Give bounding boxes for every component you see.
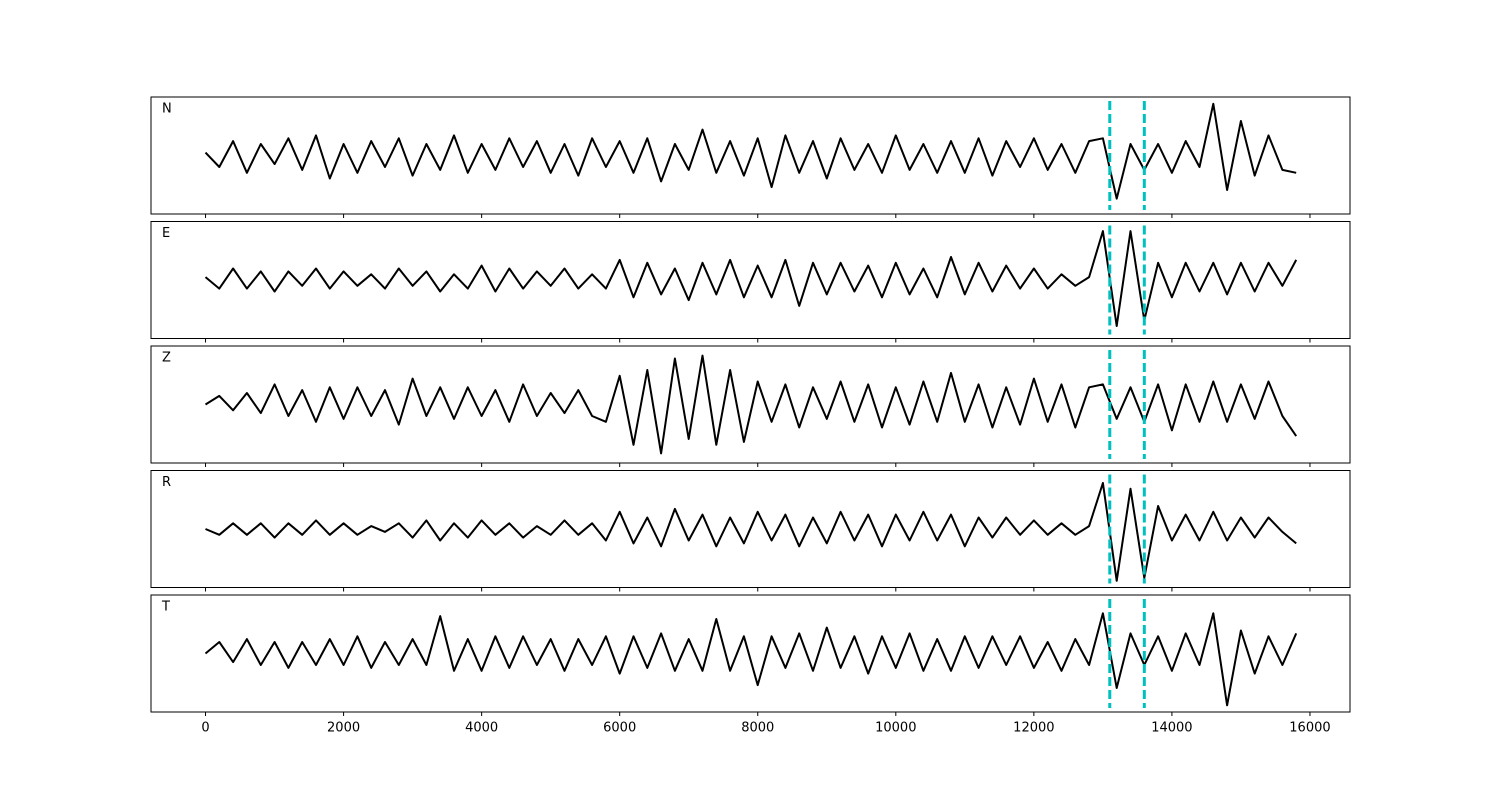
x-tick-label: 16000	[1289, 721, 1330, 736]
panel-frame	[150, 221, 1351, 339]
panel-label: R	[162, 475, 171, 490]
x-tick-label: 4000	[465, 721, 498, 736]
panel-label: E	[162, 226, 170, 241]
panel-frame	[150, 470, 1351, 588]
trace	[204, 612, 1298, 707]
x-tick-label: 12000	[1013, 721, 1054, 736]
x-tick-label: 8000	[741, 721, 774, 736]
panel-label: Z	[162, 351, 171, 366]
x-tick-label: 6000	[603, 721, 636, 736]
trace	[204, 354, 1298, 455]
trace	[204, 230, 1298, 327]
x-tick-label: 10000	[875, 721, 916, 736]
panel-label: T	[161, 600, 170, 615]
trace	[204, 102, 1297, 200]
panel-frame	[150, 96, 1351, 215]
panel-frame	[150, 594, 1351, 713]
trace	[205, 482, 1297, 582]
x-tick-label: 14000	[1151, 721, 1192, 736]
x-tick-label: 2000	[327, 721, 360, 736]
panel-frame	[150, 345, 1351, 464]
x-tick-label: 0	[201, 721, 209, 736]
panel-label: N	[162, 102, 172, 117]
